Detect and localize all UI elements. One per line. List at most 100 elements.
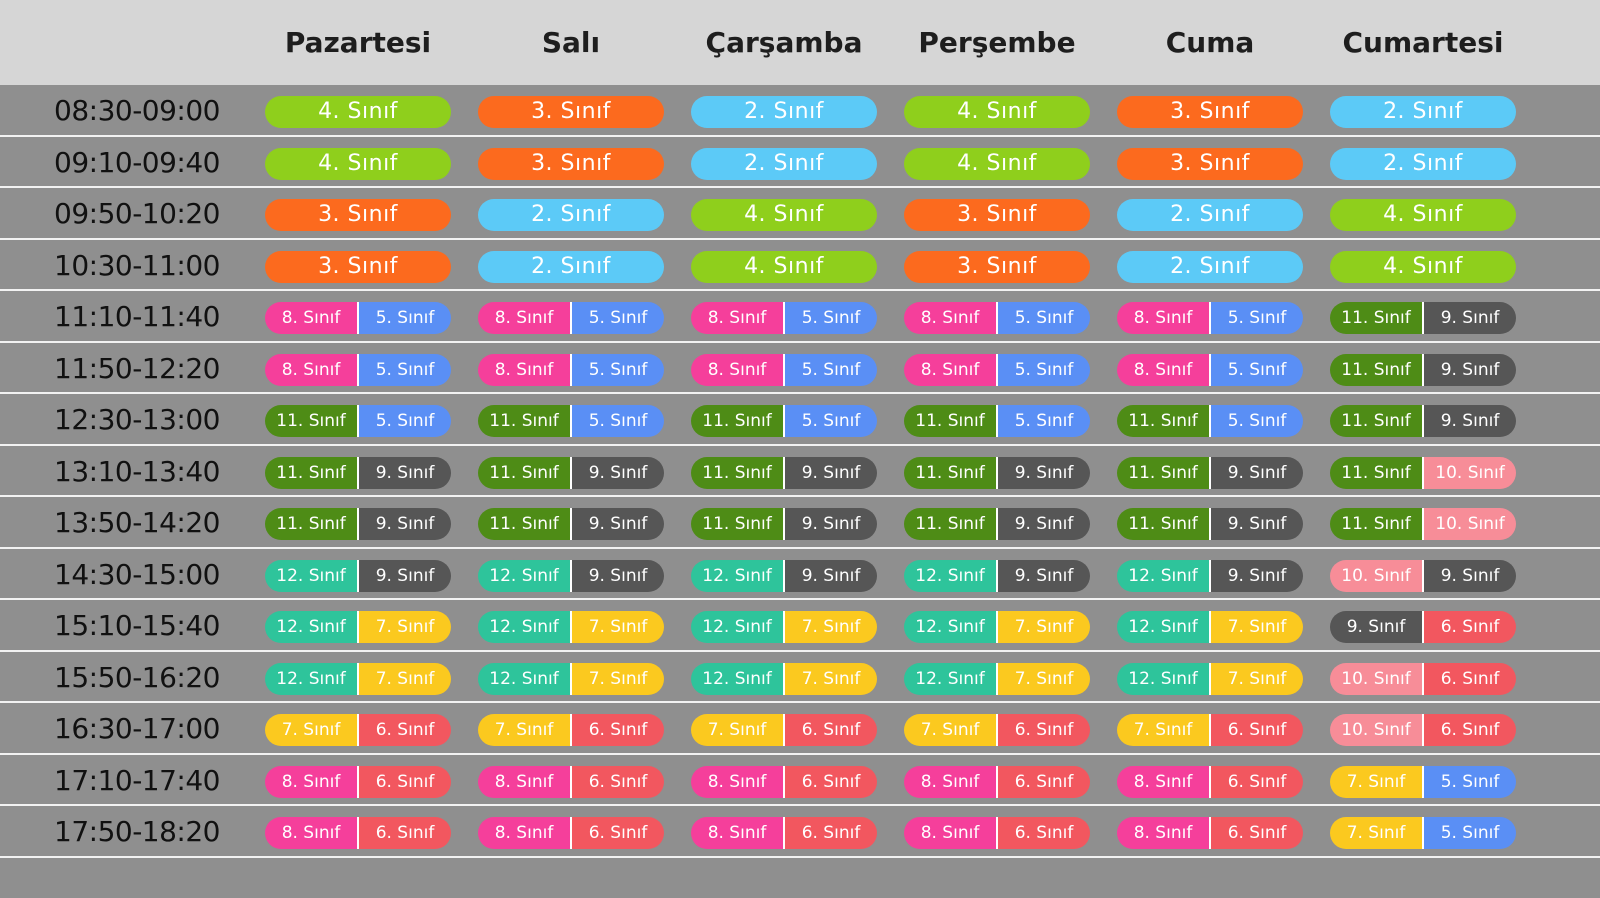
class-cell: 7. Sınıf 5. Sınıf	[1330, 817, 1516, 849]
class-badge: 12. Sınıf	[478, 611, 570, 643]
class-cell: 7. Sınıf 6. Sınıf	[478, 714, 664, 746]
class-badge: 12. Sınıf	[478, 559, 570, 592]
class-badge: 12. Sınıf	[478, 662, 570, 695]
class-cell: 12. Sınıf 7. Sınıf	[478, 662, 664, 695]
class-cell: 8. Sınıf 5. Sınıf	[478, 353, 664, 386]
class-badge: 9. Sınıf	[996, 559, 1090, 592]
class-cell: 4. Sınıf	[904, 96, 1090, 128]
class-badge: 7. Sınıf	[357, 611, 451, 643]
class-cell: 11. Sınıf 10. Sınıf	[1330, 456, 1516, 489]
class-badge: 11. Sınıf	[691, 405, 783, 437]
class-cell: 11. Sınıf 5. Sınıf	[478, 405, 664, 437]
class-cell: 10. Sınıf 6. Sınıf	[1330, 714, 1516, 746]
schedule-row: 15:10-15:40 12. Sınıf 7. Sınıf 12. Sınıf 7. …	[0, 600, 1600, 652]
class-badge: 5. Sınıf	[783, 405, 877, 437]
class-cell: 8. Sınıf 5. Sınıf	[904, 302, 1090, 334]
day-header-bar: Pazartesi Salı Çarşamba Perşembe Cuma Cu…	[0, 0, 1600, 85]
class-badge: 9. Sınıf	[1330, 611, 1422, 643]
class-badge: 10. Sınıf	[1330, 714, 1422, 746]
class-badge: 8. Sınıf	[904, 302, 996, 334]
class-cell: 12. Sınıf 7. Sınıf	[265, 611, 451, 643]
schedule-grid: 08:30-09:00 4. Sınıf 3. Sınıf 2. Sınıf 4. Sı…	[0, 85, 1600, 858]
class-badge: 12. Sınıf	[1117, 611, 1209, 643]
class-cell: 8. Sınıf 6. Sınıf	[691, 765, 877, 798]
class-cell: 2. Sınıf	[691, 96, 877, 128]
class-badge: 8. Sınıf	[265, 353, 357, 386]
class-badge: 5. Sınıf	[783, 353, 877, 386]
class-cell: 2. Sınıf	[1117, 199, 1303, 231]
class-cell: 4. Sınıf	[265, 96, 451, 128]
class-badge: 11. Sınıf	[904, 508, 996, 540]
class-badge: 3. Sınıf	[265, 250, 451, 283]
class-cell: 11. Sınıf 5. Sınıf	[691, 405, 877, 437]
class-cell: 3. Sınıf	[478, 96, 664, 128]
class-badge: 11. Sınıf	[691, 456, 783, 489]
schedule-row: 13:50-14:20 11. Sınıf 9. Sınıf 11. Sınıf 9. …	[0, 497, 1600, 549]
time-slot-label: 09:50-10:20	[54, 197, 221, 230]
class-cell: 3. Sınıf	[904, 199, 1090, 231]
class-badge: 11. Sınıf	[1117, 508, 1209, 540]
class-badge: 8. Sınıf	[691, 817, 783, 849]
class-badge: 11. Sınıf	[1117, 456, 1209, 489]
class-badge: 6. Sınıf	[1422, 611, 1516, 643]
class-badge: 7. Sınıf	[265, 714, 357, 746]
class-cell: 4. Sınıf	[1330, 199, 1516, 231]
class-badge: 7. Sınıf	[783, 662, 877, 695]
day-header-wednesday: Çarşamba	[705, 26, 863, 59]
class-cell: 3. Sınıf	[904, 250, 1090, 283]
class-cell: 4. Sınıf	[691, 250, 877, 283]
class-badge: 12. Sınıf	[691, 662, 783, 695]
class-cell: 3. Sınıf	[265, 250, 451, 283]
class-cell: 2. Sınıf	[478, 199, 664, 231]
class-badge: 3. Sınıf	[1117, 96, 1303, 128]
class-cell: 12. Sınıf 7. Sınıf	[691, 662, 877, 695]
class-badge: 9. Sınıf	[996, 508, 1090, 540]
class-cell: 4. Sınıf	[1330, 250, 1516, 283]
schedule-row: 10:30-11:00 3. Sınıf 2. Sınıf 4. Sınıf 3. Sı…	[0, 240, 1600, 291]
class-cell: 8. Sınıf 6. Sınıf	[1117, 765, 1303, 798]
day-header-thursday: Perşembe	[918, 26, 1076, 59]
class-badge: 12. Sınıf	[265, 662, 357, 695]
class-badge: 9. Sınıf	[570, 559, 664, 592]
class-cell: 11. Sınıf 5. Sınıf	[265, 405, 451, 437]
class-badge: 6. Sınıf	[783, 817, 877, 849]
class-badge: 6. Sınıf	[783, 765, 877, 798]
class-cell: 12. Sınıf 9. Sınıf	[478, 559, 664, 592]
class-badge: 9. Sınıf	[783, 456, 877, 489]
class-badge: 9. Sınıf	[783, 559, 877, 592]
class-badge: 11. Sınıf	[691, 508, 783, 540]
class-badge: 11. Sınıf	[1330, 405, 1422, 437]
class-cell: 11. Sınıf 9. Sınıf	[1117, 508, 1303, 540]
class-badge: 10. Sınıf	[1330, 662, 1422, 695]
class-badge: 4. Sınıf	[904, 147, 1090, 180]
class-cell: 11. Sınıf 9. Sınıf	[1117, 456, 1303, 489]
class-cell: 12. Sınıf 7. Sınıf	[1117, 662, 1303, 695]
class-badge: 6. Sınıf	[1422, 714, 1516, 746]
class-badge: 5. Sınıf	[357, 405, 451, 437]
class-cell: 12. Sınıf 9. Sınıf	[691, 559, 877, 592]
class-badge: 5. Sınıf	[1422, 817, 1516, 849]
class-badge: 2. Sınıf	[478, 250, 664, 283]
day-header-tuesday: Salı	[541, 26, 601, 59]
class-badge: 7. Sınıf	[570, 611, 664, 643]
class-cell: 11. Sınıf 5. Sınıf	[1117, 405, 1303, 437]
schedule-row: 16:30-17:00 7. Sınıf 6. Sınıf 7. Sınıf 6. Sı…	[0, 703, 1600, 755]
class-badge: 11. Sınıf	[478, 508, 570, 540]
time-slot-label: 08:30-09:00	[54, 94, 221, 127]
class-badge: 6. Sınıf	[996, 817, 1090, 849]
class-badge: 6. Sınıf	[1209, 817, 1303, 849]
schedule-row: 09:50-10:20 3. Sınıf 2. Sınıf 4. Sınıf 3. Sı…	[0, 188, 1600, 240]
class-badge: 6. Sınıf	[996, 714, 1090, 746]
class-cell: 12. Sınıf 7. Sınıf	[1117, 611, 1303, 643]
class-cell: 2. Sınıf	[478, 250, 664, 283]
class-badge: 9. Sınıf	[570, 456, 664, 489]
class-cell: 8. Sınıf 5. Sınıf	[691, 353, 877, 386]
class-cell: 12. Sınıf 7. Sınıf	[691, 611, 877, 643]
class-badge: 9. Sınıf	[570, 508, 664, 540]
time-slot-label: 09:10-09:40	[54, 145, 221, 179]
class-cell: 3. Sınıf	[478, 147, 664, 180]
class-badge: 11. Sınıf	[1117, 405, 1209, 437]
class-cell: 11. Sınıf 9. Sınıf	[265, 456, 451, 489]
class-badge: 12. Sınıf	[904, 662, 996, 695]
